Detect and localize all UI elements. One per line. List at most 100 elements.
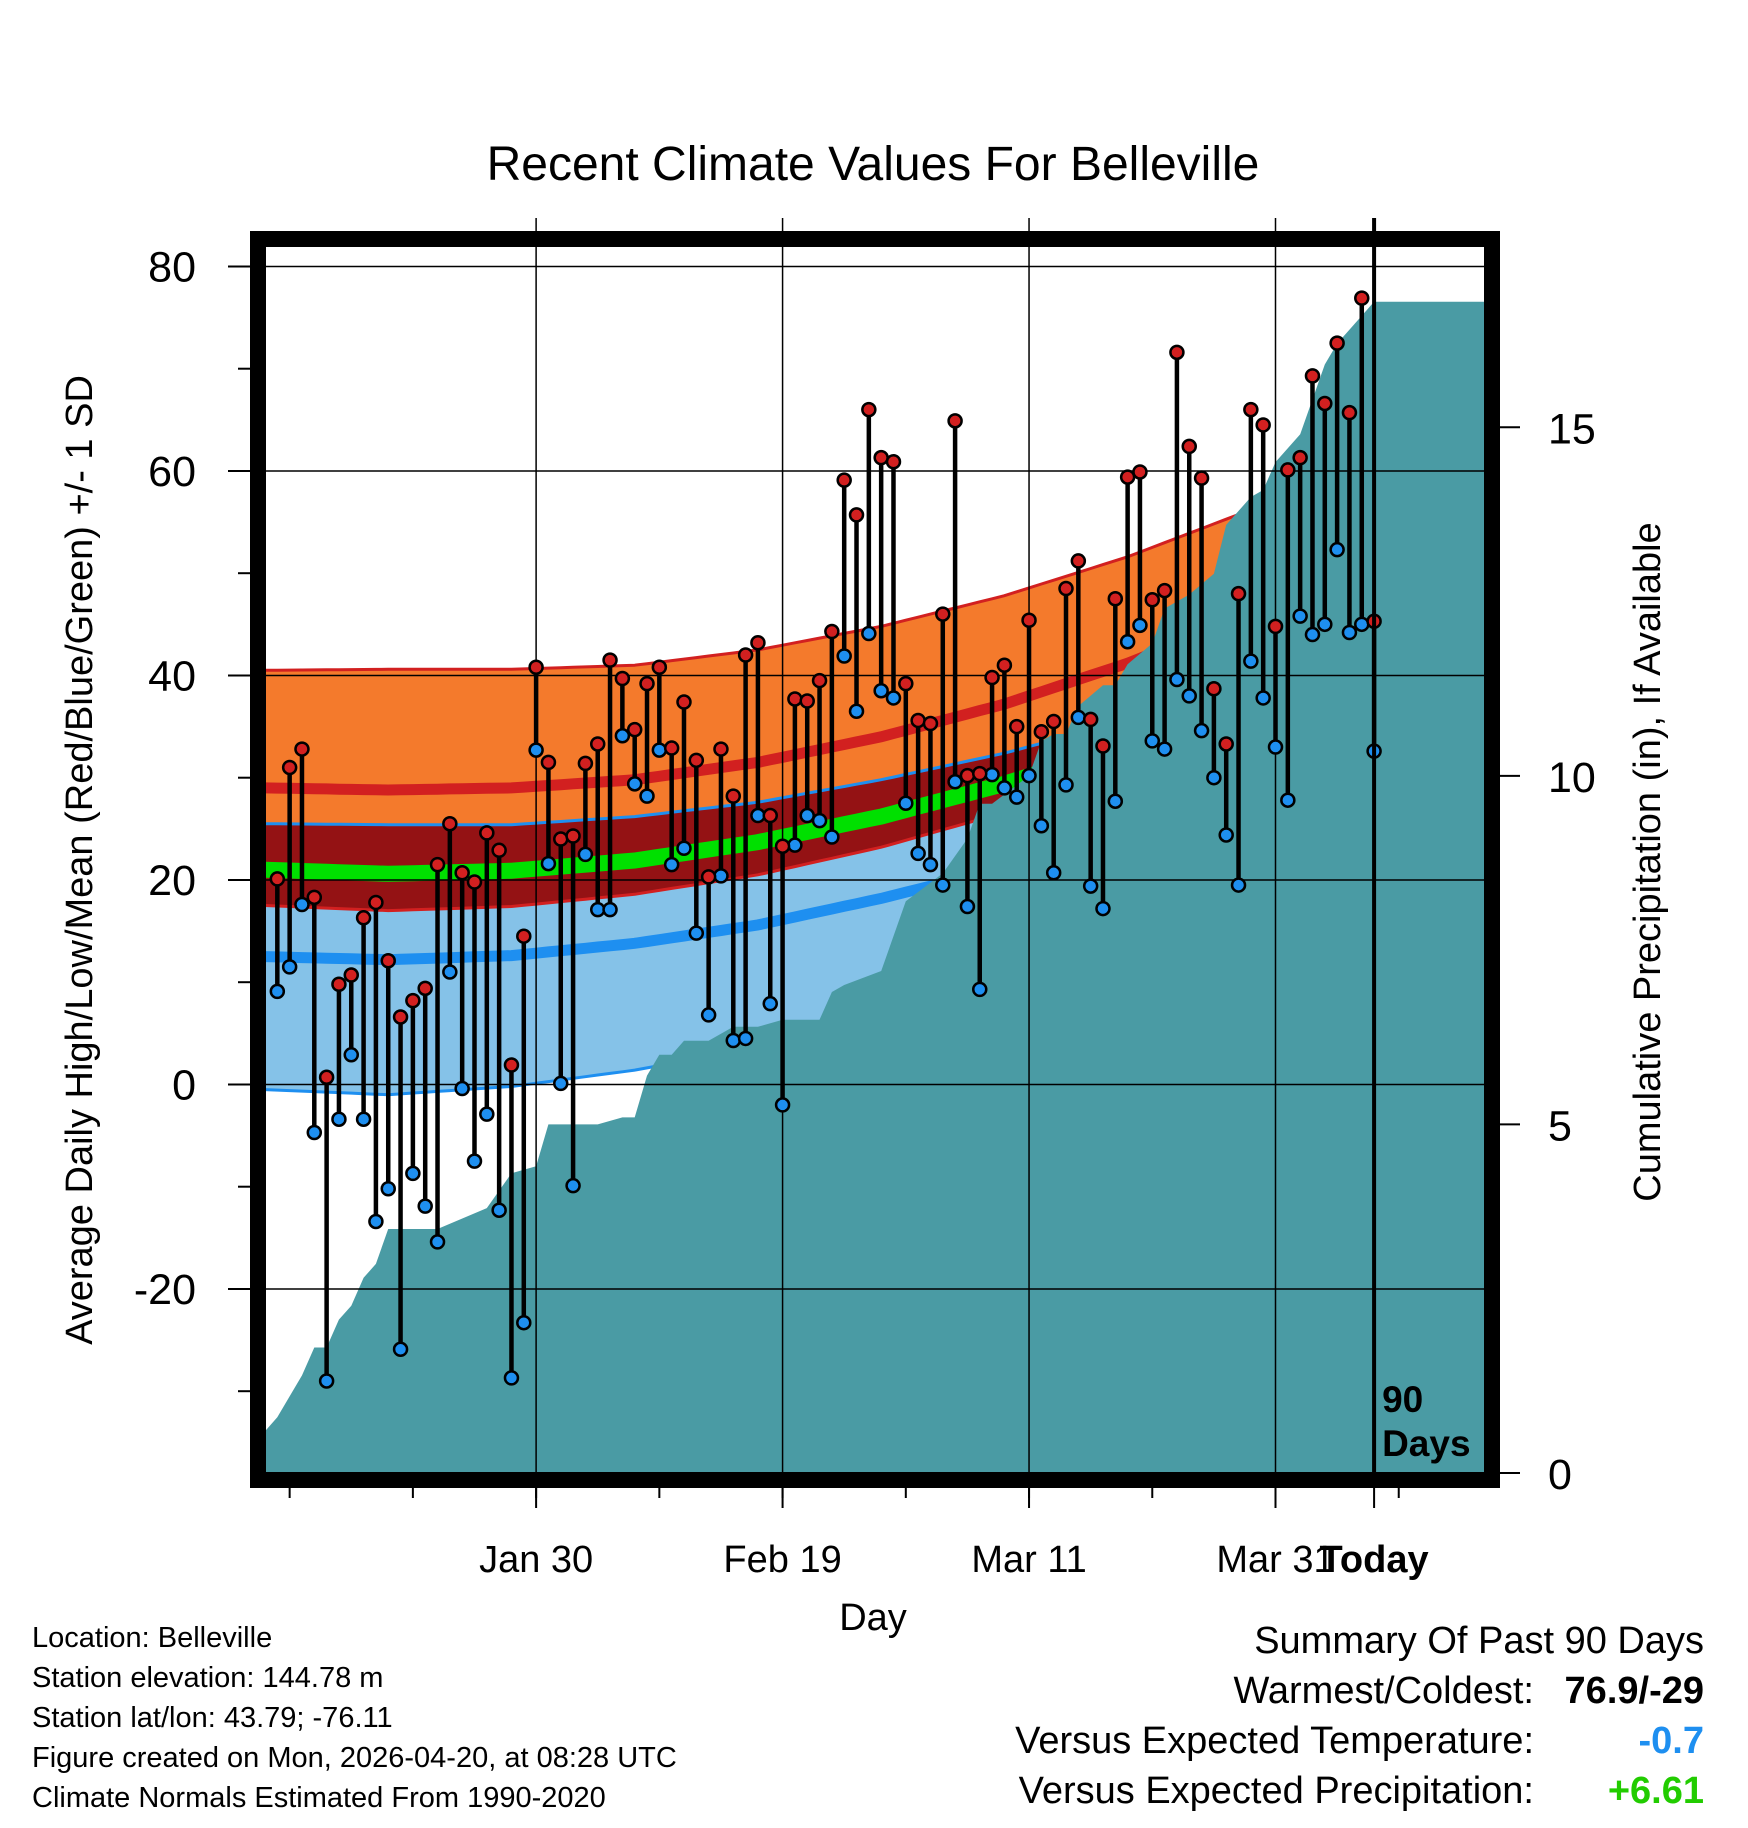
daily-high-point — [1206, 680, 1222, 697]
daily-high-point — [454, 865, 470, 881]
daily-low-point — [1070, 709, 1087, 726]
daily-low-point — [1095, 900, 1111, 917]
daily-low-point — [1045, 865, 1062, 881]
daily-high-point — [639, 675, 655, 692]
daily-high-point — [1304, 368, 1321, 384]
daily-low-point — [1243, 653, 1259, 669]
daily-high-point — [676, 694, 692, 710]
daily-high-point — [380, 952, 396, 969]
daily-low-point — [454, 1080, 470, 1097]
daily-low-point — [479, 1106, 495, 1122]
daily-low-point — [922, 856, 939, 873]
daily-high-point — [898, 675, 914, 692]
today-marker-label: 90 — [1382, 1379, 1423, 1420]
daily-low-point — [1354, 616, 1370, 633]
daily-high-point — [700, 869, 717, 885]
daily-high-point — [1218, 736, 1234, 752]
daily-low-point — [1341, 624, 1358, 641]
x-tick-label: Mar 31 — [1216, 1539, 1334, 1581]
daily-low-point — [281, 959, 298, 975]
x-tick-label: Mar 11 — [971, 1539, 1086, 1581]
daily-low-point — [984, 766, 1000, 783]
daily-high-point — [331, 976, 347, 992]
observations-layer — [269, 290, 1382, 1389]
daily-low-point — [577, 846, 594, 863]
daily-low-point — [935, 877, 951, 893]
daily-high-point — [1132, 464, 1148, 480]
daily-low-point — [676, 840, 692, 857]
daily-high-point — [725, 788, 742, 804]
daily-low-point — [848, 703, 865, 719]
y-left-tick-label: 20 — [148, 857, 196, 905]
daily-low-point — [639, 788, 655, 804]
summary-panel: Summary Of Past 90 Days Warmest/Coldest:… — [1015, 1616, 1704, 1816]
daily-low-point — [1230, 877, 1247, 893]
daily-high-point — [318, 1069, 335, 1086]
daily-low-point — [417, 1198, 433, 1214]
latlon-text: Station lat/lon: 43.79; -76.11 — [32, 1702, 393, 1734]
daily-low-point — [1132, 617, 1148, 634]
daily-low-point — [1304, 626, 1321, 643]
daily-low-point — [1292, 608, 1308, 624]
daily-high-point — [1144, 592, 1161, 608]
daily-low-point — [787, 837, 803, 853]
daily-low-point — [1107, 793, 1124, 809]
daily-high-point — [1095, 738, 1111, 754]
daily-low-point — [1181, 688, 1197, 704]
daily-high-point — [1045, 713, 1062, 730]
x-tick-label: Jan 30 — [479, 1539, 593, 1581]
daily-low-point — [368, 1213, 384, 1230]
daily-low-point — [565, 1177, 581, 1194]
daily-high-point — [910, 712, 926, 729]
daily-low-point — [1206, 769, 1222, 786]
daily-high-point — [971, 765, 988, 782]
daily-low-point — [331, 1111, 347, 1127]
daily-high-point — [1169, 344, 1185, 361]
daily-high-point — [1193, 470, 1210, 486]
daily-high-point — [1033, 723, 1050, 740]
daily-high-point — [368, 894, 384, 911]
daily-low-point — [306, 1124, 323, 1141]
daily-high-point — [774, 838, 791, 854]
summary-warm-cold: Warmest/Coldest: 76.9/-29 — [1015, 1666, 1704, 1716]
daily-low-point — [540, 855, 557, 872]
daily-high-point — [602, 652, 618, 668]
daily-high-point — [663, 740, 680, 756]
daily-low-point — [516, 1314, 532, 1331]
daily-low-point — [836, 648, 852, 664]
daily-high-point — [1070, 553, 1087, 569]
warm-cold-label: Warmest/Coldest: — [1233, 1670, 1534, 1712]
daily-high-point — [626, 721, 643, 738]
daily-low-point — [626, 776, 643, 792]
daily-low-point — [1193, 722, 1210, 739]
daily-high-point — [516, 928, 532, 944]
daily-low-point — [651, 742, 668, 758]
daily-high-point — [1021, 612, 1037, 628]
daily-low-point — [959, 898, 976, 915]
daily-high-point — [688, 752, 705, 769]
created-text: Figure created on Mon, 2026-04-20, at 08… — [32, 1742, 677, 1774]
daily-low-point — [996, 780, 1013, 796]
daily-high-point — [466, 874, 483, 890]
daily-low-point — [663, 856, 680, 873]
daily-low-point — [898, 795, 914, 812]
precip-label: Versus Expected Precipitation: — [1018, 1770, 1534, 1812]
daily-high-point — [1317, 395, 1333, 412]
daily-low-point — [1317, 616, 1333, 633]
daily-high-point — [392, 1009, 409, 1025]
warm-cold-value: 76.9/-29 — [1564, 1670, 1704, 1712]
daily-low-point — [589, 901, 606, 918]
daily-high-point — [429, 856, 446, 873]
y-left-tick-label: 80 — [148, 243, 196, 291]
daily-high-point — [1354, 290, 1370, 306]
daily-low-point — [774, 1097, 791, 1113]
y-left-tick-label: 40 — [148, 652, 196, 700]
daily-low-point — [429, 1234, 446, 1250]
daily-high-point — [1280, 462, 1296, 478]
daily-low-point — [528, 742, 544, 758]
daily-high-point — [799, 693, 815, 709]
daily-high-point — [306, 889, 323, 906]
daily-low-point — [799, 807, 815, 824]
y-right-tick-label: 15 — [1548, 405, 1596, 453]
daily-low-point — [1280, 792, 1296, 808]
